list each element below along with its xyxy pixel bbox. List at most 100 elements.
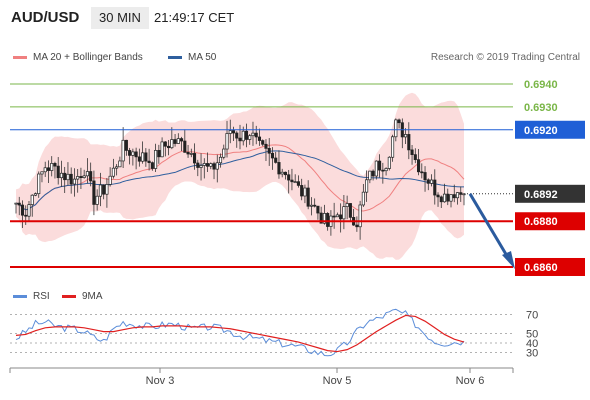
timeframe-button[interactable]: 30 MIN	[91, 7, 149, 29]
candle-body	[251, 132, 255, 137]
candle-body	[137, 156, 141, 162]
last-price-label: 0.6892	[524, 189, 558, 201]
candle-body	[378, 160, 382, 171]
candle-body	[241, 130, 245, 142]
candle-body	[218, 156, 223, 164]
candle-body	[14, 202, 18, 205]
candle-body	[79, 176, 83, 178]
candle-body	[144, 152, 148, 162]
candle-body	[296, 181, 300, 186]
ma9-swatch	[62, 294, 76, 298]
candle-body	[371, 170, 375, 177]
candle-body	[391, 136, 395, 158]
ma50-swatch	[168, 55, 182, 59]
rsi-tick-label: 30	[526, 348, 538, 360]
resistance-box	[515, 120, 585, 139]
candle-body	[186, 152, 190, 155]
candle-body	[244, 130, 249, 140]
symbol-label: AUD/USD	[11, 9, 80, 26]
candle-body	[306, 187, 310, 207]
candle-body	[358, 204, 362, 228]
candle-body	[277, 162, 281, 175]
clock-label: 21:49:17 CET	[154, 10, 235, 25]
candle-body	[124, 139, 128, 151]
candle-body	[332, 215, 336, 218]
candle-body	[231, 130, 236, 134]
candle-body	[50, 163, 54, 171]
candle-body	[111, 167, 115, 177]
projection-arrow	[468, 193, 512, 262]
support-label: 0.6880	[524, 216, 558, 228]
candle-body	[235, 132, 239, 139]
candle-body	[205, 163, 210, 167]
candle-body	[30, 194, 34, 205]
rsi-label: RSI	[33, 291, 50, 302]
candle-body	[420, 171, 424, 174]
ma20-swatch	[13, 55, 27, 59]
candle-body	[293, 181, 297, 184]
candle-body	[189, 153, 193, 155]
candle-body	[72, 178, 76, 185]
candle-body	[85, 171, 89, 177]
candle-body	[459, 192, 463, 195]
ma9-label: 9MA	[82, 291, 103, 302]
candle-body	[20, 204, 25, 216]
candle-body	[173, 139, 177, 144]
candle-body	[95, 195, 99, 205]
candle-body	[274, 157, 278, 163]
candle-body	[199, 165, 203, 168]
candle-body	[300, 185, 304, 197]
candle-body	[287, 174, 291, 181]
x-axis-label: Nov 3	[146, 375, 175, 387]
candle-body	[407, 134, 411, 151]
candle-body	[154, 150, 158, 169]
last-price-box	[515, 184, 585, 203]
candle-body	[215, 162, 219, 170]
candle-body	[384, 168, 388, 172]
candle-body	[290, 179, 294, 183]
support-label: 0.6860	[524, 262, 558, 274]
chart-header: AUD/USD 30 MIN 21:49:17 CET	[0, 0, 590, 36]
candle-body	[238, 137, 242, 142]
candle-body	[228, 130, 232, 134]
candle-body	[257, 136, 262, 141]
candle-body	[121, 139, 125, 162]
candle-body	[170, 139, 174, 149]
legend-rsi: RSI	[13, 291, 50, 302]
legend-ma9: 9MA	[62, 291, 103, 302]
candle-body	[98, 184, 102, 197]
candle-body	[429, 179, 434, 184]
candle-body	[417, 159, 421, 173]
rsi-line	[15, 308, 465, 357]
candle-body	[374, 160, 378, 177]
x-axis-label: Nov 5	[323, 375, 352, 387]
research-credit: Research © 2019 Trading Central	[430, 52, 580, 63]
x-axis-label: Nov 6	[456, 375, 485, 387]
candle-body	[131, 151, 135, 156]
candle-body	[59, 172, 63, 179]
candle-body	[365, 179, 369, 193]
candle-body	[46, 167, 51, 171]
rsi-tick-label: 70	[526, 310, 538, 322]
candle-body	[397, 119, 401, 124]
rsi-ma9-line	[15, 314, 465, 353]
legend-ma50: MA 50	[168, 52, 216, 63]
candle-body	[108, 175, 112, 185]
candle-body	[423, 172, 427, 181]
candle-body	[394, 119, 398, 138]
candle-body	[209, 163, 213, 167]
candle-body	[141, 152, 145, 162]
candle-body	[322, 213, 326, 224]
candle-body	[147, 160, 151, 164]
candle-body	[66, 173, 70, 181]
candle-body	[222, 148, 226, 158]
candle-body	[452, 194, 456, 199]
candle-body	[63, 172, 67, 181]
support-box	[515, 257, 585, 276]
candle-body	[283, 171, 287, 176]
candle-body	[368, 170, 372, 181]
candle-body	[410, 149, 414, 155]
ma50-label: MA 50	[188, 52, 217, 63]
candle-body	[270, 152, 275, 159]
